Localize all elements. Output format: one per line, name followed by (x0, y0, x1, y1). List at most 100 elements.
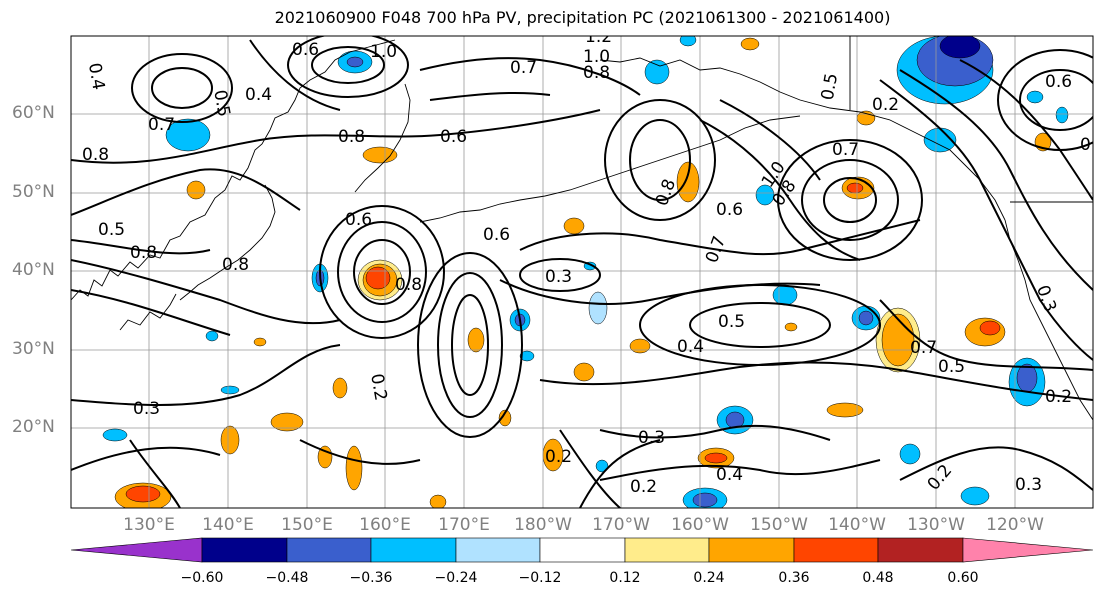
contour-label: 0.8 (130, 243, 157, 263)
contour (71, 344, 341, 406)
contour-label: 1.0 (370, 42, 397, 62)
colorbar-extend-high (962, 537, 1094, 563)
coast-north-america (1004, 219, 1093, 421)
contour (879, 79, 1093, 361)
contour (599, 459, 881, 481)
map-title: 2021060900 F048 700 hPa PV, precipitatio… (274, 8, 891, 27)
lon-label: 120°W (986, 515, 1044, 535)
contour-label: 0.3 (1015, 475, 1042, 495)
contour-label: 0.2 (630, 477, 657, 497)
contour (579, 439, 661, 508)
contour-label: 0.8 (395, 275, 422, 295)
pv-contours (71, 36, 1093, 508)
contour-label: 0.8 (338, 127, 365, 147)
contour-label: 0.6 (1045, 72, 1072, 92)
contour (719, 99, 821, 181)
coast-korea-china (119, 293, 177, 331)
contour-label: 0.2 (545, 447, 572, 467)
lon-label: 160°E (359, 515, 411, 535)
colorbar-bin (455, 537, 541, 563)
contour-label: 0.4 (716, 465, 743, 485)
contour (519, 219, 921, 256)
colorbar-bin (877, 537, 964, 563)
contour (899, 446, 1093, 491)
contour-label: 0.4 (245, 85, 272, 105)
contour-label: 0.7 (510, 58, 537, 78)
lon-label: 160°W (671, 515, 729, 535)
colorbar-bin (286, 537, 372, 563)
colorbar-tick-label: 0.24 (693, 570, 725, 586)
contour (519, 258, 601, 292)
lat-label: 40°N (12, 260, 55, 280)
contour-label: 0.5 (818, 72, 842, 102)
contour-label: 0.3 (545, 267, 572, 287)
contour-label: 0.7 (832, 140, 859, 160)
contour (71, 446, 221, 471)
coastlines (71, 36, 1093, 421)
contour-label: 0.2 (366, 372, 390, 402)
lon-label: 170°E (438, 515, 490, 535)
contour (879, 299, 1093, 371)
contour-label: 1.0 (583, 47, 610, 67)
contour-label: 0.6 (345, 210, 372, 230)
contour (71, 168, 301, 216)
contour-label: 0.5 (938, 357, 965, 377)
lat-label: 50°N (12, 182, 55, 202)
contour (559, 429, 621, 508)
map-frame (70, 35, 1094, 509)
contour-label: 0.3 (133, 399, 160, 419)
contour (499, 279, 821, 305)
coast-alaska (599, 57, 1006, 221)
contour (604, 99, 716, 221)
contour (151, 67, 213, 109)
contour (419, 57, 641, 96)
colorbar-bin (624, 537, 710, 563)
contour (599, 424, 831, 441)
contour (899, 69, 1093, 291)
coast-kamchatka (354, 83, 411, 193)
colorbar-tick-label: −0.60 (180, 570, 224, 586)
colorbar-tick-label: −0.24 (434, 570, 478, 586)
contour (311, 46, 385, 84)
lon-label: 170°W (592, 515, 650, 535)
contour-label: 0.8 (222, 255, 249, 275)
contour-label: 0.7 (1080, 135, 1105, 155)
contour (777, 139, 923, 261)
coast-japan (179, 184, 276, 301)
colorbar-extend-low (70, 537, 203, 563)
contour-label: 0.8 (82, 145, 109, 165)
lat-label: 30°N (12, 339, 55, 359)
contour-label: 0.5 (209, 88, 233, 118)
contour (353, 239, 411, 305)
colorbar-tick-label: 0.48 (862, 570, 894, 586)
contour-label: 0.6 (483, 225, 510, 245)
coast-aleutians (419, 115, 801, 223)
colorbar-tick-label: 0.36 (778, 570, 810, 586)
lon-label: 150°E (281, 515, 333, 535)
colorbar-bin (370, 537, 457, 563)
coast-asia (71, 39, 396, 301)
lon-label: 140°E (202, 515, 254, 535)
contour (629, 119, 691, 201)
colorbar-bin (201, 537, 288, 563)
contour (71, 259, 341, 325)
contour (287, 36, 409, 98)
contour (299, 439, 421, 465)
contour-label: 0.8 (583, 63, 610, 83)
contour (337, 221, 427, 323)
colorbar-tick-label: 0.60 (947, 570, 979, 586)
contour-label: 0.7 (910, 338, 937, 358)
contour (131, 53, 233, 123)
contour (71, 239, 211, 255)
lon-label: 140°W (828, 515, 886, 535)
contour (71, 289, 231, 336)
contour-label: 0.6 (716, 200, 743, 220)
colorbar-bin (708, 537, 795, 563)
contour (451, 294, 489, 396)
colorbar-bin (793, 537, 879, 563)
colorbar-tick-label: −0.12 (518, 570, 562, 586)
contour-label: 0.6 (440, 127, 467, 147)
colorbar (70, 537, 1094, 563)
contour (429, 91, 551, 101)
contour-label: 0.3 (638, 428, 665, 448)
